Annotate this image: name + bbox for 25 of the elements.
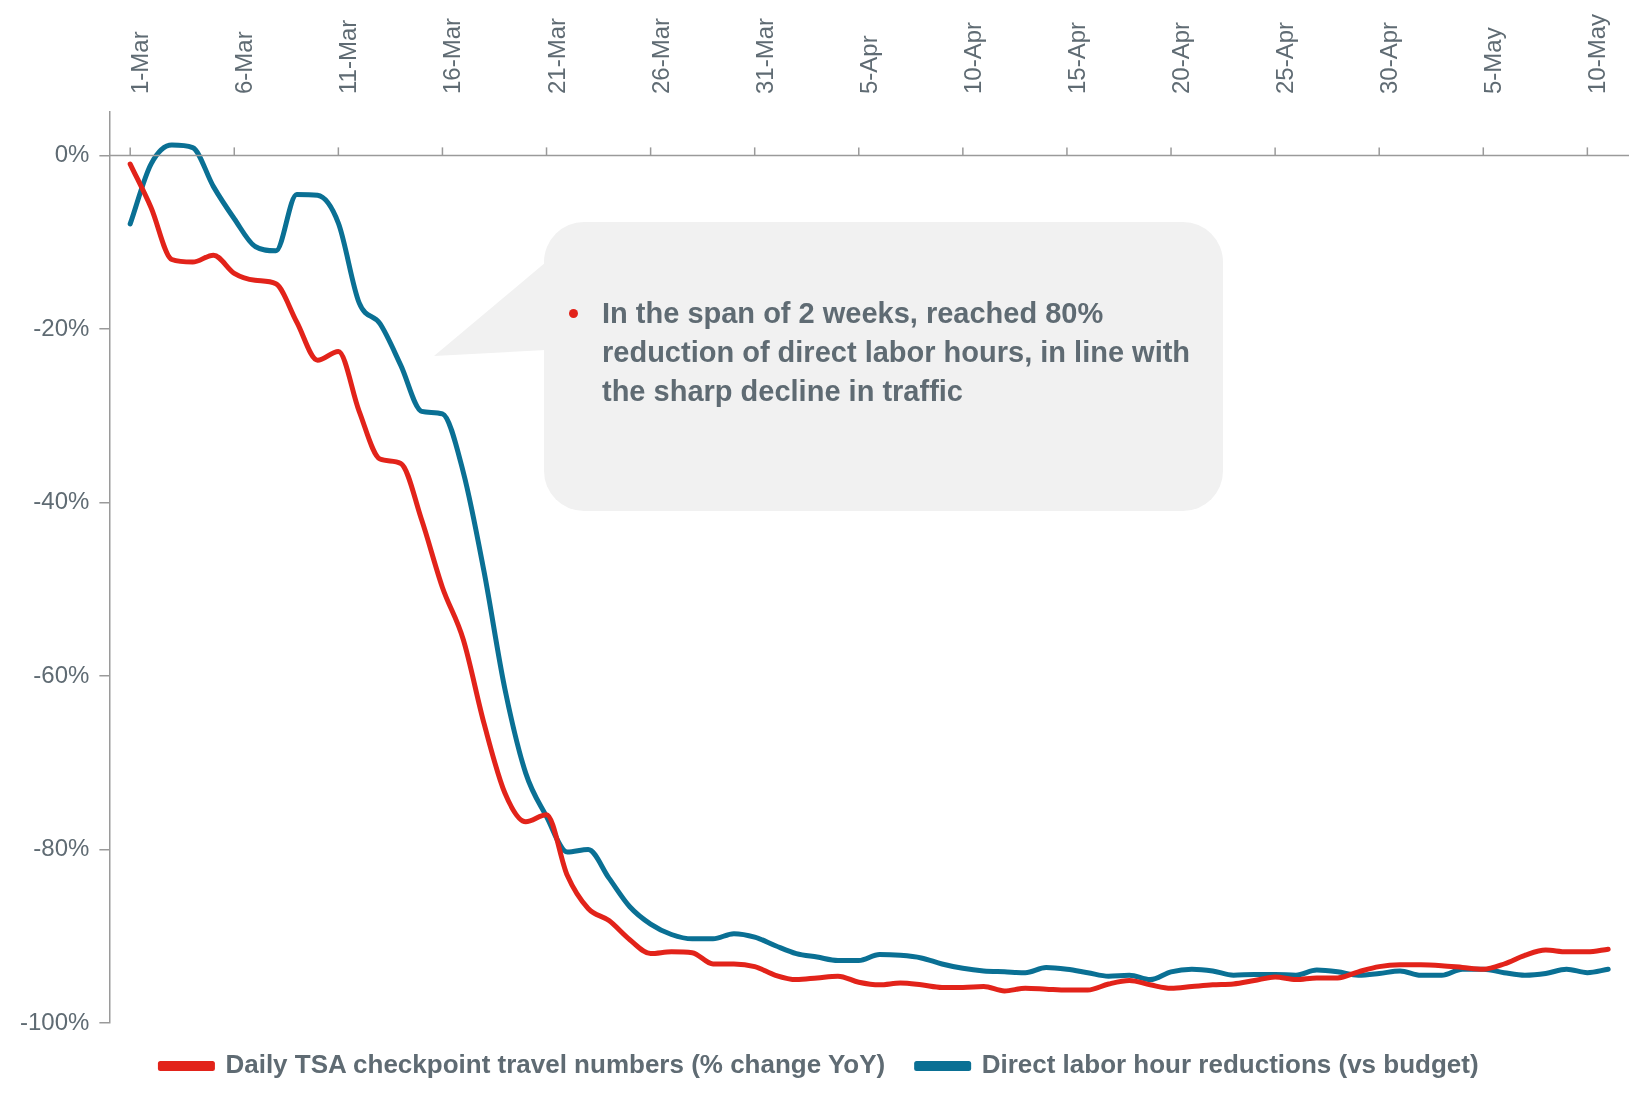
- y-tick-label: -60%: [33, 660, 90, 688]
- y-tick-label: -20%: [33, 313, 90, 341]
- x-tick-label: 10-May: [1583, 13, 1611, 94]
- x-tick-label: 6-Mar: [230, 31, 258, 94]
- y-tick-label: -80%: [33, 834, 90, 862]
- x-tick-label: 31-Mar: [750, 17, 778, 94]
- speech-bubble: In the span of 2 weeks, reached 80% reduction of direct labor hours, in line with the sharp decline in traffic: [544, 222, 1223, 511]
- x-tick-label: 21-Mar: [542, 17, 570, 94]
- legend-label: Daily TSA checkpoint travel numbers (% change YoY): [225, 1049, 886, 1080]
- y-tick-label: 0%: [54, 140, 90, 168]
- x-tick-label: 15-Apr: [1062, 21, 1090, 94]
- x-tick-label: 25-Apr: [1271, 21, 1299, 94]
- legend-label: Direct labor hour reductions (vs budget): [981, 1049, 1479, 1080]
- x-tick-label: 16-Mar: [438, 17, 466, 94]
- y-tick-label: -40%: [33, 487, 90, 515]
- y-tick-label: -100%: [20, 1007, 90, 1035]
- x-tick-label: 30-Apr: [1375, 21, 1403, 94]
- x-tick-label: 26-Mar: [646, 17, 674, 94]
- x-tick-label: 20-Apr: [1167, 21, 1195, 94]
- annotation: In the span of 2 weeks, reached 80% reduction of direct labor hours, in line with the sharp decline in traffic: [602, 294, 1203, 411]
- x-tick-label: 11-Mar: [334, 19, 362, 94]
- x-tick-label: 5-Apr: [854, 35, 882, 94]
- x-tick-label: 5-May: [1479, 27, 1507, 94]
- x-tick-label: 10-Apr: [958, 21, 986, 94]
- x-tick-label: 1-Mar: [126, 31, 154, 94]
